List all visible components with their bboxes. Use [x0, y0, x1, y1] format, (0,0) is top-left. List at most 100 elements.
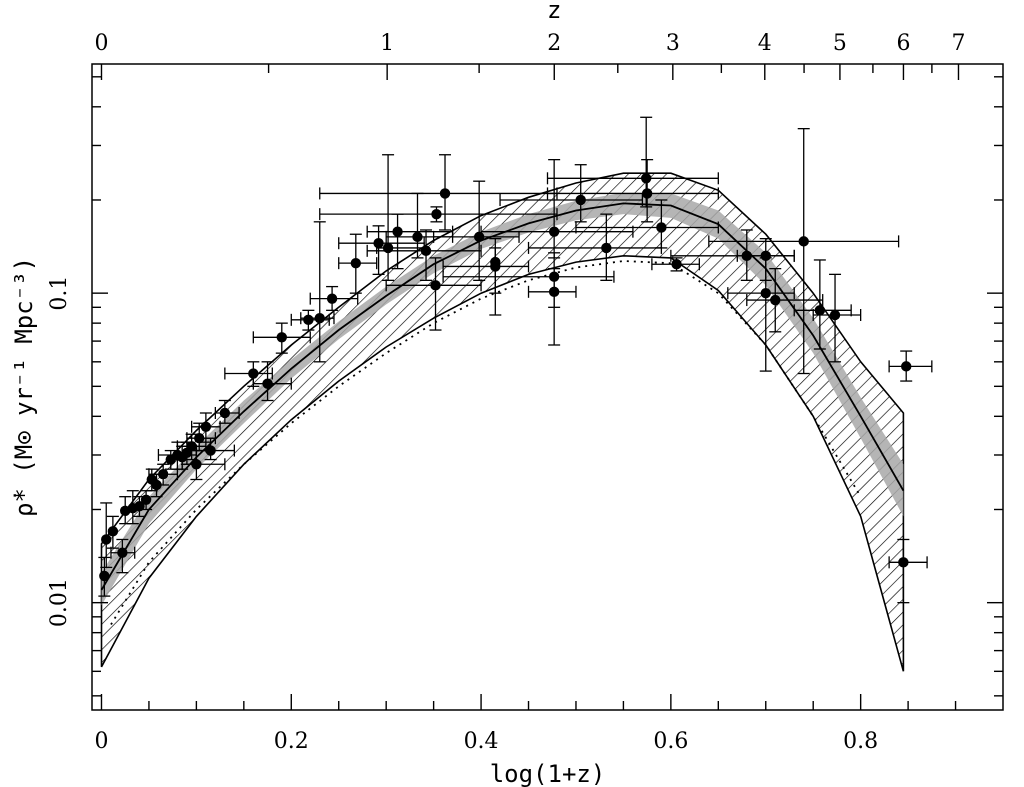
data-point [319, 206, 558, 223]
x-axis-title: log(1+z) [490, 760, 606, 787]
data-point [527, 213, 663, 281]
data-point [252, 361, 292, 402]
data-marker [157, 469, 169, 480]
data-marker [219, 407, 231, 419]
top-tick-label: 5 [833, 31, 847, 56]
data-point [746, 267, 824, 333]
data-marker [430, 280, 441, 291]
data-point [252, 322, 311, 354]
data-point [812, 273, 862, 363]
data-marker [829, 309, 841, 321]
top-tick-label: 2 [547, 31, 561, 56]
data-point [546, 116, 719, 208]
data-marker [548, 286, 560, 298]
data-marker [276, 332, 287, 343]
gray-band [101, 192, 904, 606]
data-marker [326, 293, 338, 304]
data-point [888, 350, 933, 382]
data-point [300, 221, 335, 363]
data-point [214, 399, 240, 424]
data-marker [901, 361, 912, 372]
data-marker [140, 494, 152, 505]
x-tick-label: 0.8 [843, 729, 878, 754]
data-point [190, 412, 221, 443]
tick-labels: 0 0.2 0.4 0.6 0.8 0 1 2 3 4 5 6 7 0.01 0.1 [47, 31, 965, 754]
top-tick-label: 1 [380, 31, 394, 56]
top-tick-label: 6 [896, 31, 910, 56]
top-tick-label: 4 [758, 31, 772, 56]
data-marker [641, 188, 653, 199]
y-axis-title: ρ̇* (M⊙ yr⁻¹ Mpc⁻³) [10, 257, 38, 517]
data-marker [373, 238, 384, 249]
data-marker [439, 188, 451, 199]
data-marker [898, 557, 909, 568]
data-marker [248, 368, 259, 379]
data-marker [151, 479, 162, 491]
data-marker [770, 294, 781, 306]
data-marker [412, 231, 423, 243]
data-point [527, 267, 577, 346]
data-point [290, 309, 330, 331]
data-marker [798, 236, 809, 247]
data-marker [117, 547, 128, 558]
data-marker [548, 226, 560, 237]
data-marker [194, 432, 205, 444]
data-marker [107, 526, 119, 537]
data-marker [262, 378, 273, 389]
top-tick-label: 0 [94, 31, 108, 56]
data-point [651, 257, 700, 272]
data-marker [760, 287, 771, 299]
data-point [366, 229, 482, 281]
data-marker [350, 257, 362, 269]
data-marker [303, 314, 314, 326]
data-point [888, 538, 928, 604]
data-marker [656, 222, 667, 233]
data-point [575, 199, 719, 249]
data-point [140, 490, 153, 511]
data-points [98, 116, 933, 604]
data-point [480, 158, 634, 259]
data-marker [99, 570, 110, 582]
data-point [148, 463, 179, 486]
data-point [309, 285, 359, 311]
data-marker [186, 441, 197, 452]
data-point [727, 257, 795, 372]
data-marker [314, 312, 325, 324]
data-point [110, 538, 136, 574]
data-point [133, 496, 146, 518]
data-point [100, 502, 113, 569]
data-point [546, 158, 719, 223]
y-tick-label: 0.1 [47, 276, 72, 311]
axis-ticks [92, 64, 1003, 710]
data-marker [392, 226, 403, 237]
hatched-band [100, 172, 905, 672]
data-point [385, 257, 482, 331]
data-point [98, 556, 111, 597]
data-point [106, 515, 119, 549]
data-point [195, 437, 235, 461]
data-point [224, 361, 273, 387]
top-tick-label: 3 [666, 31, 680, 56]
x-tick-label: 0.4 [464, 729, 499, 754]
data-marker [575, 194, 586, 206]
data-marker [814, 305, 826, 316]
data-point [489, 237, 502, 294]
top-axis-title: z [547, 0, 561, 24]
data-point [793, 259, 852, 350]
x-tick-label: 0.2 [274, 729, 309, 754]
data-marker [205, 445, 216, 456]
data-marker [191, 459, 202, 470]
data-marker [134, 500, 145, 512]
data-marker [601, 242, 612, 254]
top-tick-label: 7 [951, 31, 965, 56]
model-bands [100, 172, 905, 672]
data-marker [671, 259, 682, 270]
data-marker [640, 173, 652, 184]
data-marker [431, 208, 442, 220]
data-point [338, 233, 378, 294]
data-marker [490, 256, 501, 268]
data-marker [200, 421, 212, 432]
data-point [432, 180, 520, 281]
data-marker [382, 242, 394, 254]
